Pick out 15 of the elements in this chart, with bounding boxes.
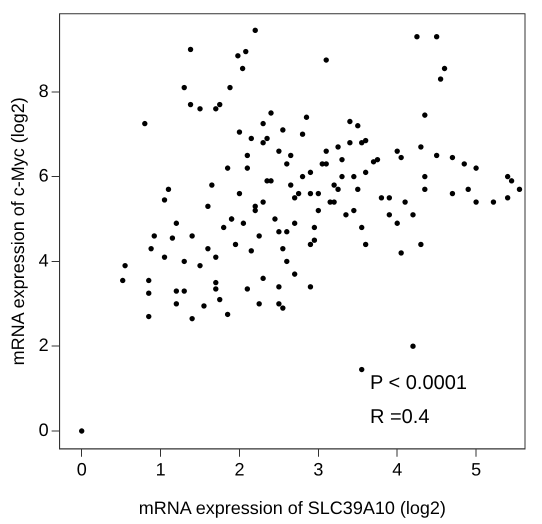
x-tick-label: 2 [234,460,244,480]
y-tick-label: 2 [38,335,49,356]
annotation: R =0.4 [370,406,430,428]
x-tick-label: 0 [76,460,87,480]
y-tick-label: 4 [38,250,49,270]
x-tick-label: 4 [392,460,402,480]
x-axis-title: mRNA expression of SLC39A10 (log2) [138,498,446,518]
y-tick-label: 6 [38,166,49,186]
x-tick-label: 3 [313,460,324,480]
x-tick-label: 5 [471,460,482,480]
x-tick-label: 1 [156,460,166,480]
y-tick-label: 8 [38,80,49,101]
y-axis-title: mRNA expression of c-Myc (log2) [8,97,28,366]
annotation: P < 0.0001 [370,372,467,394]
y-tick-label: 0 [38,420,49,440]
